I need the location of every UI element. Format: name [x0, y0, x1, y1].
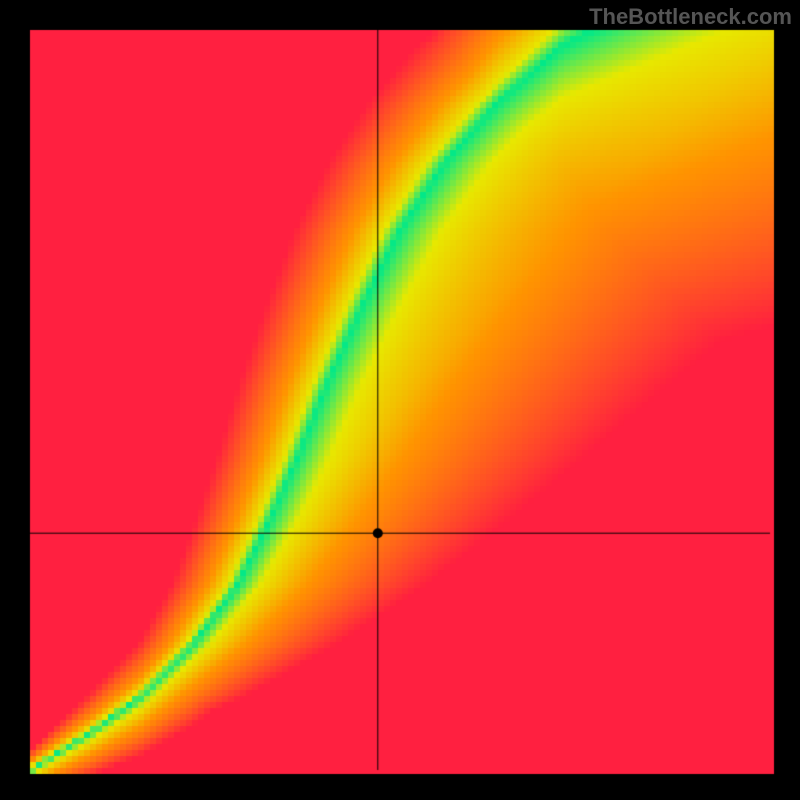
bottleneck-heatmap — [0, 0, 800, 800]
watermark-text: TheBottleneck.com — [589, 4, 792, 30]
